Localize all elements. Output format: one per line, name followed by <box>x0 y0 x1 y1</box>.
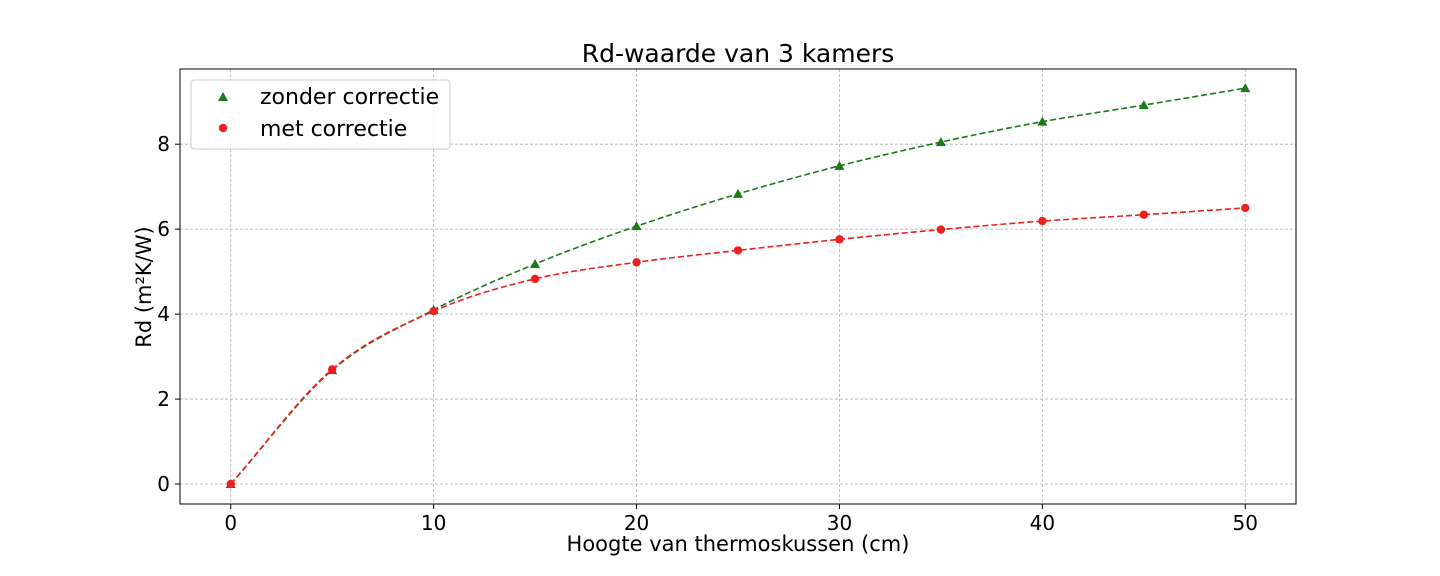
ticks: 0 10 20 30 40 50 0 2 4 6 8 <box>157 132 1258 535</box>
y-tick-label: 0 <box>157 472 170 496</box>
legend-frame <box>190 79 451 150</box>
chart-title: Rd-waarde van 3 kamers <box>582 39 895 68</box>
x-tick-label: 20 <box>624 511 649 535</box>
data-point <box>530 274 540 284</box>
data-point <box>1037 116 1048 126</box>
data-point <box>226 479 235 489</box>
plot-frame <box>179 68 1297 505</box>
legend-label-met-correctie: met correctie <box>260 117 407 142</box>
data-point <box>1138 100 1149 110</box>
legend: zonder correctie met correctie <box>190 79 451 150</box>
x-tick-label: 40 <box>1030 511 1055 535</box>
legend-marker-circle <box>218 123 228 133</box>
data-point <box>936 225 946 234</box>
data-point <box>835 235 844 244</box>
data-point <box>834 160 845 170</box>
x-tick-label: 10 <box>421 511 446 535</box>
data-point <box>1139 210 1149 219</box>
series-layer <box>225 83 1251 489</box>
y-tick-label: 2 <box>157 387 170 411</box>
data-point <box>530 258 541 268</box>
x-tick-label: 50 <box>1233 511 1258 535</box>
y-tick-label: 8 <box>157 132 170 156</box>
data-point <box>733 246 743 255</box>
x-tick-label: 0 <box>224 511 237 535</box>
data-point <box>1240 83 1251 93</box>
legend-label-zonder-correctie: zonder correctie <box>260 85 439 110</box>
series-line <box>230 207 1246 485</box>
data-point <box>429 306 438 316</box>
data-point <box>631 221 642 231</box>
data-point <box>327 365 337 374</box>
series-1 <box>226 203 1250 489</box>
y-axis-label: Rd (m²K/W) <box>132 226 156 347</box>
data-point <box>1038 216 1047 226</box>
x-axis-label: Hoogte van thermoskussen (cm) <box>567 532 910 556</box>
data-point <box>733 188 743 198</box>
y-tick-label: 4 <box>157 302 170 326</box>
x-tick-label: 30 <box>827 511 852 535</box>
data-point <box>632 258 641 267</box>
data-point <box>935 137 946 147</box>
legend-marker-triangle <box>218 92 228 101</box>
y-tick-label: 6 <box>157 217 170 241</box>
data-point <box>1241 203 1250 213</box>
